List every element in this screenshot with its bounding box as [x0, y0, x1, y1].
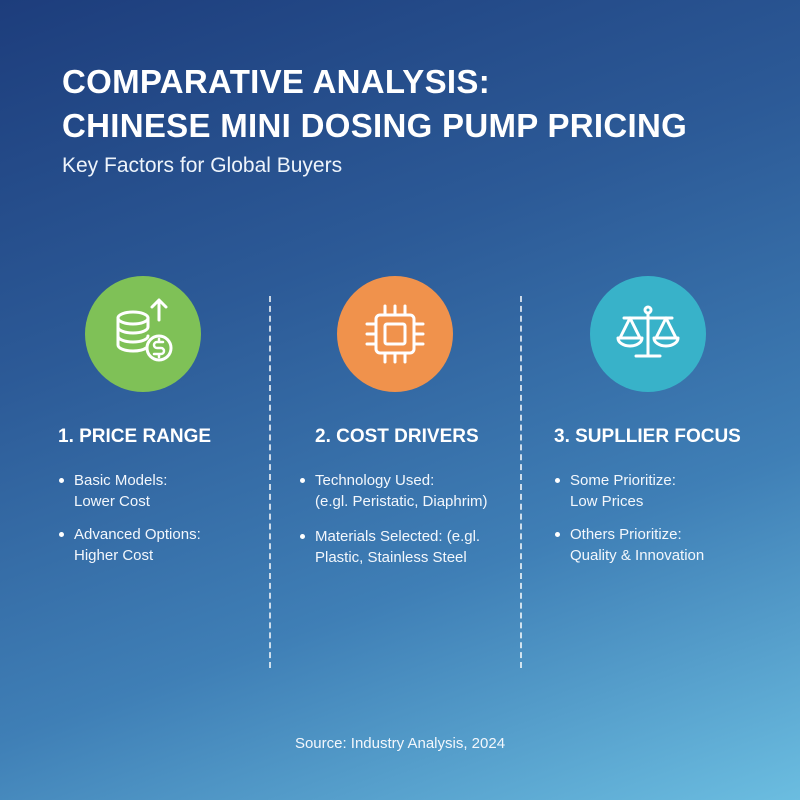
column-supplier-focus: 3. SUPLLIER FOCUS Some Prioritize: Low P… — [554, 276, 800, 578]
page-subtitle: Key Factors for Global Buyers — [62, 154, 343, 177]
bullet-line: Lower Cost — [74, 493, 150, 510]
page-title: COMPARATIVE ANALYSIS: CHINESE MINI DOSIN… — [62, 60, 762, 148]
bullet-list: Technology Used: (e.gl. Peristatic, Diap… — [299, 470, 549, 568]
column-divider-2 — [520, 296, 522, 668]
list-item: Materials Selected: (e.gl. Plastic, Stai… — [299, 526, 549, 568]
bullet-list: Basic Models: Lower Cost Advanced Option… — [58, 470, 308, 566]
bullet-line: Quality & Innovation — [570, 547, 705, 564]
source-caption: Source: Industry Analysis, 2024 — [294, 735, 506, 752]
column-title: 3. SUPLLIER FOCUS — [554, 426, 741, 447]
list-item: Others Prioritize: Quality & Innovation — [554, 524, 800, 566]
title-line-1: COMPARATIVE ANALYSIS: — [62, 63, 491, 100]
column-cost-drivers: 2. COST DRIVERS Technology Used: (e.gl. … — [299, 276, 549, 580]
bullet-line: Materials Selected: (e.gl. — [315, 528, 481, 545]
balance-scale-icon — [590, 276, 706, 392]
list-item: Technology Used: (e.gl. Peristatic, Diap… — [299, 470, 549, 512]
column-title: 2. COST DRIVERS — [315, 426, 479, 447]
column-title: 1. PRICE RANGE — [58, 426, 212, 447]
list-item: Some Prioritize: Low Prices — [554, 470, 800, 512]
list-item: Basic Models: Lower Cost — [58, 470, 308, 512]
bullet-line: (e.gl. Peristatic, Diaphrim) — [315, 493, 488, 510]
bullet-line: Some Prioritize: — [570, 472, 676, 489]
bullet-line: Technology Used: — [315, 472, 435, 489]
coins-dollar-icon — [85, 276, 201, 392]
bullet-line: Low Prices — [570, 493, 644, 510]
bullet-line: Basic Models: — [74, 472, 168, 489]
column-divider-1 — [269, 296, 271, 668]
bullet-line: Others Prioritize: — [570, 526, 682, 543]
column-price-range: 1. PRICE RANGE Basic Models: Lower Cost … — [58, 276, 308, 578]
title-line-2: CHINESE MINI DOSING PUMP PRICING — [62, 107, 688, 144]
microchip-icon — [337, 276, 453, 392]
bullet-line: Plastic, Stainless Steel — [315, 549, 467, 566]
list-item: Advanced Options: Higher Cost — [58, 524, 308, 566]
bullet-list: Some Prioritize: Low Prices Others Prior… — [554, 470, 800, 566]
bullet-line: Higher Cost — [74, 547, 154, 564]
bullet-line: Advanced Options: — [74, 526, 201, 543]
